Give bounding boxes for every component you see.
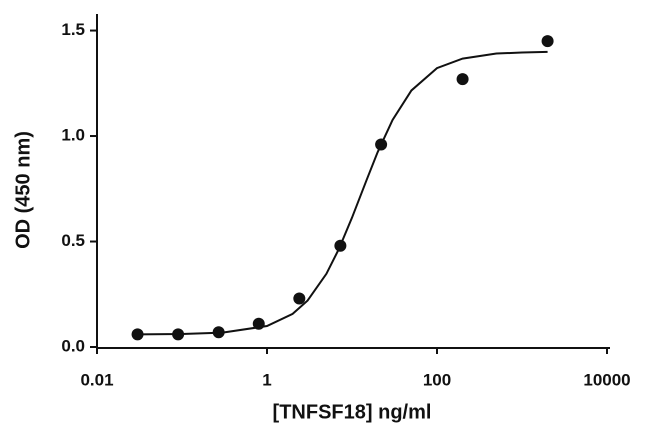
y-tick-label: 0.5 bbox=[61, 231, 85, 250]
data-point bbox=[456, 73, 469, 86]
x-tick-label: 1 bbox=[262, 370, 271, 389]
data-point bbox=[375, 138, 388, 151]
y-tick-label: 1.0 bbox=[61, 126, 85, 145]
x-tick-label: 10000 bbox=[583, 370, 630, 389]
data-point bbox=[293, 292, 306, 305]
data-point bbox=[541, 35, 554, 48]
x-tick-label: 100 bbox=[423, 370, 451, 389]
y-tick-label: 0.0 bbox=[61, 336, 85, 355]
y-axis-title: OD (450 nm) bbox=[12, 131, 34, 249]
x-axis-title: [TNFSF18] ng/ml bbox=[273, 401, 432, 423]
fit-curve bbox=[137, 50, 548, 336]
data-point bbox=[334, 239, 347, 252]
y-tick-label: 1.5 bbox=[61, 20, 85, 39]
data-point bbox=[172, 328, 185, 341]
data-point bbox=[212, 326, 225, 339]
data-point bbox=[131, 328, 144, 341]
data-point bbox=[252, 317, 265, 330]
x-tick-label: 0.01 bbox=[80, 370, 113, 389]
